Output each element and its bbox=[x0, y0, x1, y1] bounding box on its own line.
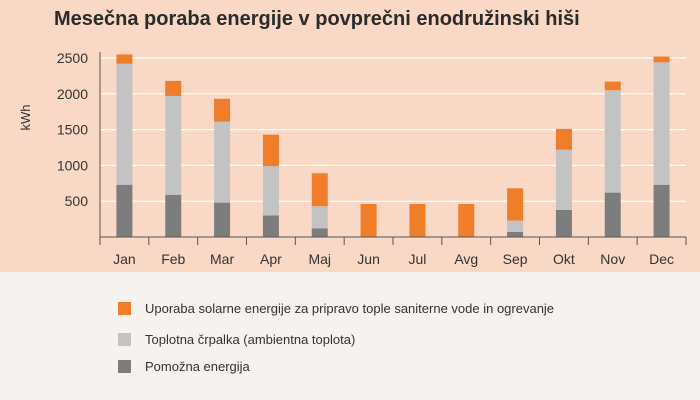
bar-feb-series-2 bbox=[165, 80, 182, 96]
bar-jan-series-1 bbox=[116, 63, 133, 185]
legend-swatch-heat-pump bbox=[118, 332, 131, 346]
bar-sep-series-0 bbox=[507, 231, 524, 237]
x-tick-label-okt: Okt bbox=[553, 251, 575, 267]
legend-item-auxiliary: Pomožna energija bbox=[118, 357, 250, 375]
bar-apr-series-1 bbox=[262, 166, 279, 216]
bar-feb-series-1 bbox=[165, 95, 182, 195]
bar-sep-series-1 bbox=[507, 220, 524, 232]
legend-item-heat-pump: Toplotna črpalka (ambientna toplota) bbox=[118, 330, 355, 348]
legend-panel bbox=[0, 272, 700, 400]
y-tick-label-2500: 2500 bbox=[57, 50, 88, 66]
bar-mar-series-1 bbox=[214, 121, 231, 203]
legend-label-heat-pump: Toplotna črpalka (ambientna toplota) bbox=[145, 331, 356, 347]
legend-item-solar: Uporaba solarne energije za pripravo top… bbox=[118, 299, 554, 317]
x-tick-label-avg: Avg bbox=[454, 251, 478, 267]
bar-apr-series-2 bbox=[262, 134, 279, 167]
bar-feb-series-0 bbox=[165, 194, 182, 237]
x-tick-label-nov: Nov bbox=[600, 251, 625, 267]
bar-jan-series-0 bbox=[116, 184, 133, 237]
bar-maj-series-1 bbox=[311, 206, 328, 229]
x-tick-label-mar: Mar bbox=[210, 251, 234, 267]
legend-swatch-auxiliary bbox=[118, 359, 131, 373]
legend-label-solar: Uporaba solarne energije za pripravo top… bbox=[145, 300, 555, 316]
bar-mar-series-0 bbox=[214, 202, 231, 237]
bar-dec-series-1 bbox=[653, 62, 670, 185]
bar-nov-series-1 bbox=[604, 90, 621, 193]
bar-sep-series-2 bbox=[507, 188, 524, 221]
y-tick-label-1000: 1000 bbox=[57, 157, 88, 173]
bar-jan-series-2 bbox=[116, 54, 133, 64]
bar-jul-series-2 bbox=[409, 204, 426, 237]
bar-nov-series-2 bbox=[604, 81, 621, 91]
chart-title: Mesečna poraba energije v povprečni enod… bbox=[54, 8, 580, 30]
y-axis-label: kWh bbox=[18, 105, 33, 131]
bar-dec-series-2 bbox=[653, 56, 670, 63]
bar-maj-series-2 bbox=[311, 173, 328, 207]
y-tick-label-500: 500 bbox=[65, 193, 89, 209]
x-tick-label-sep: Sep bbox=[503, 251, 528, 267]
x-tick-label-maj: Maj bbox=[308, 251, 331, 267]
bar-okt-series-0 bbox=[555, 209, 572, 237]
y-tick-label-2000: 2000 bbox=[57, 86, 88, 102]
x-tick-label-jul: Jul bbox=[408, 251, 426, 267]
bar-okt-series-1 bbox=[555, 149, 572, 210]
x-tick-label-apr: Apr bbox=[260, 251, 282, 267]
x-tick-label-jan: Jan bbox=[113, 251, 136, 267]
bar-avg-series-2 bbox=[458, 204, 475, 237]
x-tick-label-feb: Feb bbox=[161, 251, 185, 267]
bar-maj-series-0 bbox=[311, 228, 328, 237]
bar-nov-series-0 bbox=[604, 192, 621, 237]
x-tick-label-jun: Jun bbox=[357, 251, 380, 267]
y-tick-label-1500: 1500 bbox=[57, 122, 88, 138]
bar-jun-series-2 bbox=[360, 204, 377, 237]
legend-swatch-solar bbox=[118, 301, 131, 315]
x-tick-label-dec: Dec bbox=[649, 251, 674, 267]
bar-apr-series-0 bbox=[262, 215, 279, 237]
bar-okt-series-2 bbox=[555, 128, 572, 150]
bar-dec-series-0 bbox=[653, 184, 670, 237]
legend-label-auxiliary: Pomožna energija bbox=[145, 358, 250, 374]
bar-mar-series-2 bbox=[214, 98, 231, 122]
bar-chart: 500 1000 1500 2000 2500 kWh Jan Feb Mar Apr Maj Jun… bbox=[18, 50, 687, 267]
